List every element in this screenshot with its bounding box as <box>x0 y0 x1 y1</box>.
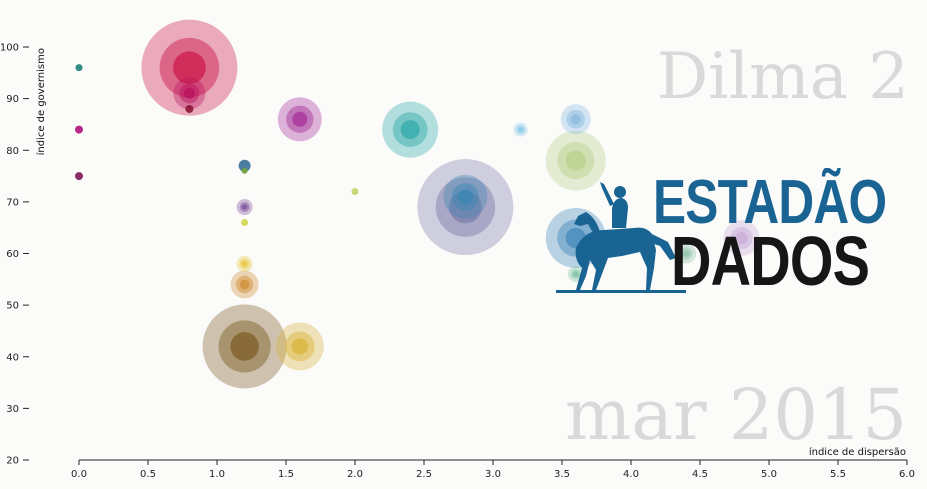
x-tick-label: 0.5 <box>140 469 156 480</box>
y-tick-label: 90 <box>6 94 19 105</box>
data-point[interactable] <box>236 255 253 272</box>
data-point[interactable] <box>230 270 259 299</box>
y-tick-label: 60 <box>6 249 19 260</box>
x-tick-label: 5.0 <box>761 469 777 480</box>
data-point[interactable] <box>173 77 206 110</box>
data-point[interactable] <box>513 122 528 137</box>
data-point[interactable] <box>238 159 251 172</box>
x-tick-label: 1.5 <box>278 469 294 480</box>
estadao-dados-logo: ESTADÃO DADOS <box>556 172 916 300</box>
axes-layer: 0.0 0.5 1.0 1.5 2.0 2.5 3.0 3.5 4.0 4.5 5.0 5.5 6.0 2… <box>0 43 915 481</box>
x-tick-label: 0.0 <box>71 469 87 480</box>
logo-line2: DADOS <box>671 222 870 300</box>
data-point[interactable] <box>75 125 83 134</box>
data-point[interactable] <box>236 199 253 216</box>
data-point[interactable] <box>723 220 760 257</box>
y-tick-label: 40 <box>6 352 19 363</box>
x-tick-label: 4.5 <box>692 469 708 480</box>
data-point[interactable] <box>75 64 83 72</box>
data-point[interactable] <box>417 159 514 256</box>
data-point[interactable] <box>382 101 439 158</box>
y-axis-label: índice de governismo <box>35 48 47 155</box>
data-point[interactable] <box>351 188 359 196</box>
x-tick-label: 5.5 <box>830 469 846 480</box>
x-tick-label: 2.0 <box>347 469 363 480</box>
data-point[interactable] <box>275 322 324 371</box>
data-point[interactable] <box>185 104 194 113</box>
x-tick-label: 1.0 <box>209 469 225 480</box>
data-point[interactable] <box>443 174 488 219</box>
data-point[interactable] <box>676 243 697 264</box>
y-tick-label: 30 <box>6 404 19 415</box>
horse-rider-icon <box>556 182 686 293</box>
y-tick-label: 100 <box>0 43 19 54</box>
x-tick-label: 4.0 <box>623 469 639 480</box>
data-point[interactable] <box>141 19 238 116</box>
x-axis-label: índice de dispersão <box>809 446 906 458</box>
y-tick-label: 70 <box>6 197 19 208</box>
x-tick-label: 2.5 <box>416 469 432 480</box>
y-tick-label: 80 <box>6 146 19 157</box>
y-tick-label: 20 <box>6 456 19 467</box>
data-point[interactable] <box>560 104 591 135</box>
data-point[interactable] <box>545 130 606 191</box>
data-point[interactable] <box>202 304 287 389</box>
logo-line1: ESTADÃO <box>653 168 887 237</box>
x-tick-label: 3.5 <box>554 469 570 480</box>
x-tick-label: 3.0 <box>485 469 501 480</box>
data-point[interactable] <box>277 97 322 142</box>
data-point[interactable] <box>241 167 248 174</box>
data-point[interactable] <box>241 219 249 227</box>
data-point[interactable] <box>75 172 83 181</box>
x-tick-label: 6.0 <box>899 469 915 480</box>
background-date: mar 2015 <box>565 374 907 456</box>
points-layer <box>75 19 760 389</box>
y-tick-label: 50 <box>6 301 19 312</box>
background-title: Dilma 2 <box>656 40 909 114</box>
